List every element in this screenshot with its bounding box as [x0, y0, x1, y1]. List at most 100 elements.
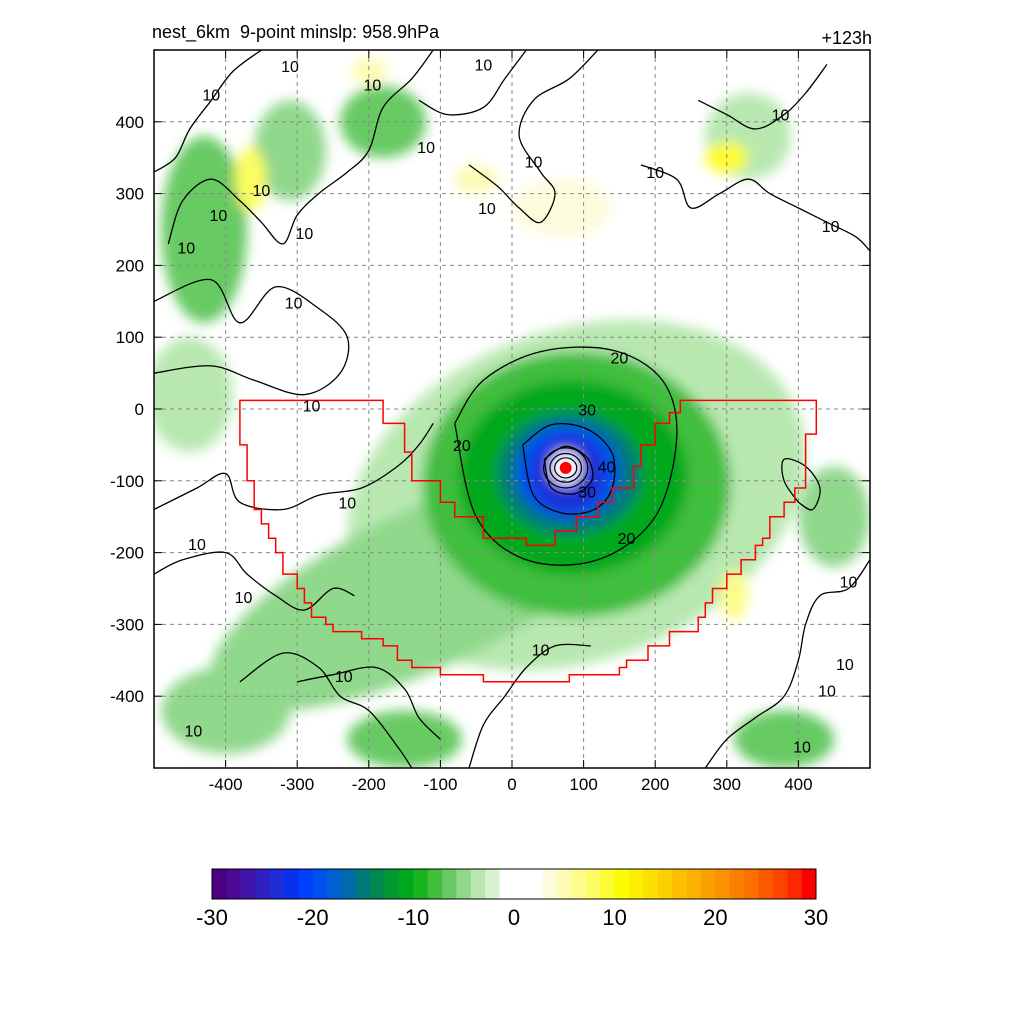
- contour-label: 10: [836, 657, 854, 674]
- y-tick-label: 400: [116, 113, 144, 132]
- contour-line-10: [239, 652, 413, 768]
- contour-label: 10: [188, 537, 206, 554]
- y-tick-label: 300: [116, 185, 144, 204]
- contour-label: 20: [611, 350, 629, 367]
- colorbar-cell: [787, 869, 803, 899]
- colorbar-cell: [442, 869, 457, 899]
- colorbar-cell: [384, 869, 400, 899]
- contour-label: 10: [295, 226, 313, 243]
- shaded-field: [154, 58, 870, 768]
- colorbar-tick-labels: -30 -20 -10 0 10 20 30: [196, 905, 828, 930]
- contour-line-10: [154, 423, 434, 511]
- colorbar-cell: [312, 869, 328, 899]
- fill-region: [733, 710, 835, 768]
- contour-line-10: [167, 50, 434, 245]
- contour-label: 10: [184, 724, 202, 741]
- contour-label: 30: [578, 485, 596, 502]
- colorbar-cell: [269, 869, 285, 899]
- colorbar-cell: [470, 869, 486, 899]
- colorbar-tick-label: 30: [804, 905, 828, 930]
- colorbar-cell: [672, 869, 687, 899]
- contour-label: 10: [822, 219, 840, 236]
- fill-region: [798, 466, 870, 567]
- colorbar-tick-label: -10: [397, 905, 429, 930]
- contour-line-40: [543, 445, 594, 495]
- contour-label: 10: [281, 59, 299, 76]
- colorbar-cell: [614, 869, 630, 899]
- colorbar-cell: [255, 869, 270, 899]
- contour-line-10: [704, 559, 870, 768]
- colorbar-cell: [758, 869, 774, 899]
- colorbar-cell: [427, 869, 443, 899]
- colorbar-cell: [327, 869, 342, 899]
- x-tick-label: 0: [507, 775, 516, 794]
- y-tick-label: -400: [110, 687, 144, 706]
- y-axis-ticks: 400 300 200 100 0 -100 -200 -300 -400: [110, 113, 870, 706]
- x-tick-label: 100: [569, 775, 597, 794]
- colorbar-cell: [585, 869, 601, 899]
- colorbar-tick-label: 10: [602, 905, 626, 930]
- y-tick-label: 200: [116, 256, 144, 275]
- contour-line-eye: [543, 447, 589, 489]
- colorbar-cell: [557, 869, 572, 899]
- colorbar-cell: [801, 869, 817, 899]
- contour-label: 10: [532, 643, 550, 660]
- contour-label: 10: [303, 398, 321, 415]
- colorbar-cells: [212, 869, 817, 899]
- contour-label: 10: [793, 739, 811, 756]
- colorbar-cell: [772, 869, 788, 899]
- colorbar-cell: [398, 869, 414, 899]
- colorbar-cell: [283, 869, 299, 899]
- x-tick-label: 400: [784, 775, 812, 794]
- colorbar-frame: [211, 868, 817, 900]
- colorbar-cell: [212, 869, 227, 899]
- colorbar-cell: [715, 869, 731, 899]
- contour-label: 10: [772, 108, 790, 125]
- analysis-region-outline: [239, 399, 818, 683]
- colorbar-cell: [657, 869, 673, 899]
- contour-label: 10: [338, 495, 356, 512]
- contour-line-eye: [554, 457, 578, 479]
- contour-line-10: [468, 50, 599, 224]
- colorbar-cell: [485, 869, 501, 899]
- forecast-hour-label: +123h: [821, 28, 872, 48]
- x-tick-label: 200: [641, 775, 669, 794]
- colorbar-cell: [240, 869, 256, 899]
- contour-label: 10: [202, 88, 220, 105]
- colorbar-tick-label: 20: [703, 905, 727, 930]
- colorbar-cell: [370, 869, 385, 899]
- chart-title: nest_6km 9-point minslp: 958.9hPa: [152, 22, 440, 42]
- y-tick-label: -100: [110, 472, 144, 491]
- storm-center-marker: [559, 461, 572, 474]
- x-tick-label: 300: [713, 775, 741, 794]
- x-tick-label: -300: [280, 775, 314, 794]
- y-tick-label: -200: [110, 544, 144, 563]
- colorbar-cell: [700, 869, 716, 899]
- x-axis-ticks: -400 -300 -200 -100 0 100 200 300 400: [209, 50, 813, 794]
- colorbar-cell: [542, 869, 558, 899]
- colorbar-cell: [686, 869, 702, 899]
- colorbar-cell: [355, 869, 371, 899]
- colorbar-tick-label: 0: [508, 905, 520, 930]
- contour-line-10: [154, 50, 262, 173]
- contour-label: 10: [840, 574, 858, 591]
- fill-region: [234, 146, 267, 212]
- colorbar-tick-label: -20: [297, 905, 329, 930]
- colorbar-cell: [514, 869, 529, 899]
- contour-label: 10: [285, 296, 303, 313]
- contour-label: 20: [618, 531, 636, 548]
- colorbar-cell: [600, 869, 616, 899]
- contour-lines: [154, 50, 870, 768]
- contour-label: 10: [417, 140, 435, 157]
- contour-line-10: [640, 164, 870, 252]
- colorbar-cell: [298, 869, 314, 899]
- y-tick-label: -300: [110, 615, 144, 634]
- contour-label: 10: [646, 165, 664, 182]
- plot-area: 1010101010101010101010101010101010101010…: [110, 49, 871, 794]
- colorbar-cell: [226, 869, 242, 899]
- contour-label: 10: [363, 77, 381, 94]
- y-tick-label: 100: [116, 328, 144, 347]
- contour-label: 10: [474, 57, 492, 74]
- contour-line-eye: [549, 452, 583, 483]
